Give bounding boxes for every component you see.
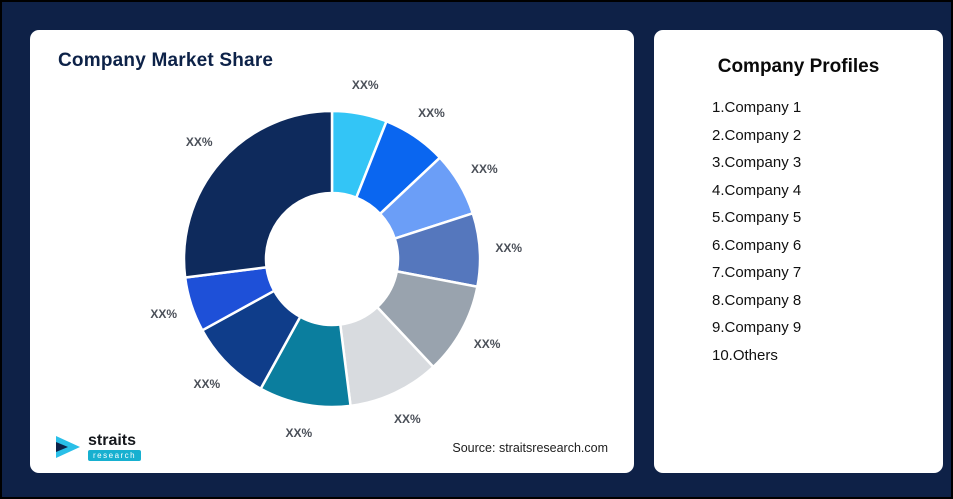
slice-label: XX%: [351, 78, 379, 93]
logo-name: straits: [88, 432, 137, 450]
slice-label: XX%: [185, 134, 213, 149]
source-text: Source: straitsresearch.com: [452, 441, 608, 455]
list-item: 4.Company 4: [712, 181, 802, 199]
slice-label: XX%: [394, 412, 421, 427]
list-item: 1.Company 1: [712, 99, 802, 116]
company-profiles-card: Company Profiles 1.Company 1 2.Company 2…: [654, 30, 943, 473]
slice-label: XX%: [495, 240, 523, 255]
list-item: 10.Others: [712, 346, 778, 364]
slice-label: XX%: [285, 425, 313, 440]
list-item: 2.Company 2: [712, 126, 802, 144]
donut-slice[interactable]: [182, 109, 334, 279]
market-share-card: Company Market Share XX% XX% XX% XX% XX% XX% X…: [30, 30, 634, 473]
logo-icon: [56, 436, 80, 458]
list-item: 9.Company 9: [712, 319, 802, 336]
slice-label: XX%: [471, 161, 498, 176]
list-item: 5.Company 5: [712, 209, 802, 226]
list-item: 3.Company 3: [712, 154, 802, 171]
slice-label: XX%: [150, 306, 178, 321]
slice-label: XX%: [418, 105, 445, 120]
donut-chart: XX% XX% XX% XX% XX% XX% XX% XX% XX% XX%: [32, 72, 632, 450]
logo-subtitle: research: [88, 449, 142, 461]
slice-label: XX%: [193, 377, 221, 392]
logo-text: straits research: [88, 432, 142, 461]
profiles-title: Company Profiles: [717, 56, 880, 77]
list-item: 8.Company 8: [712, 291, 802, 309]
list-item: 7.Company 7: [712, 264, 802, 281]
straits-research-logo: straits research: [54, 432, 142, 461]
list-item: 6.Company 6: [712, 236, 802, 254]
slice-label: XX%: [473, 337, 501, 352]
company-list: 1.Company 1 2.Company 2 3.Company 3 4.Co…: [654, 94, 943, 369]
chart-title: Company Market Share: [58, 50, 274, 71]
donut-svg: [182, 109, 482, 409]
